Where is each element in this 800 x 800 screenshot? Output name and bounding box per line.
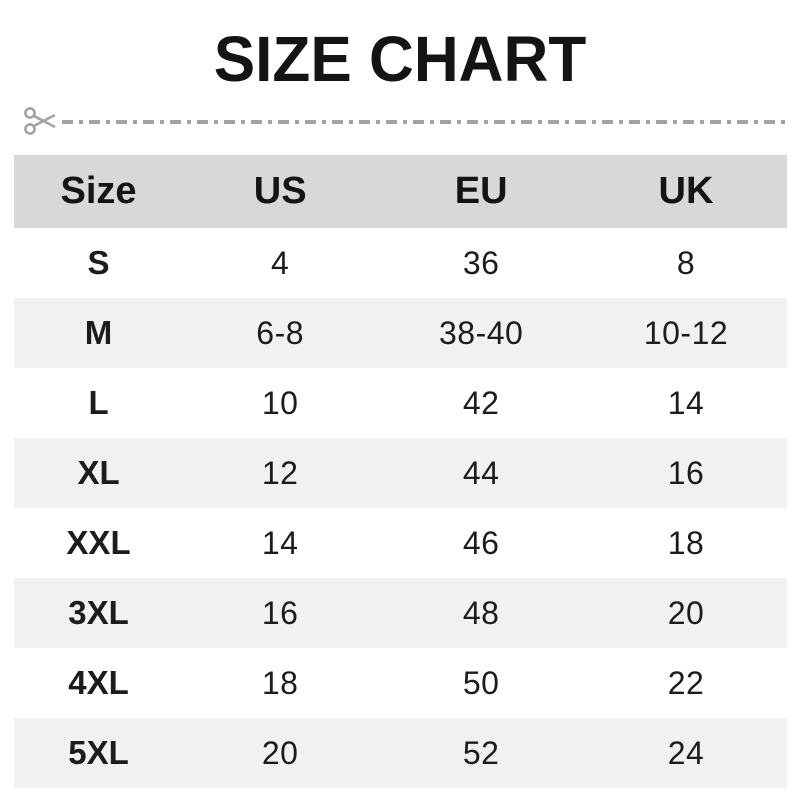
us-value: 14 [261, 524, 299, 561]
uk-value: 10-12 [643, 314, 729, 351]
size-label: 4XL [68, 664, 129, 701]
column-header-size: Size [13, 155, 184, 228]
us-value: 18 [261, 664, 299, 701]
column-header-uk: UK [585, 155, 787, 228]
size-label: XL [77, 454, 120, 491]
uk-value: 24 [667, 734, 705, 771]
size-label: S [87, 244, 110, 281]
table-row-xl: XL 12 44 16 [13, 438, 787, 508]
us-value: 12 [261, 454, 299, 491]
column-header-us: US [183, 155, 377, 228]
table-row-s: S 4 36 8 [14, 228, 787, 298]
eu-value: 36 [462, 244, 500, 281]
uk-value: 18 [667, 524, 705, 561]
us-value: 16 [261, 594, 299, 631]
size-label: M [84, 314, 113, 351]
size-label: 5XL [68, 734, 129, 771]
table-row-m: M 6-8 38-40 10-12 [13, 298, 787, 368]
table-row-4xl: 4XL 18 50 22 [14, 648, 787, 718]
uk-value: 20 [667, 594, 705, 631]
eu-value: 50 [462, 664, 500, 701]
eu-value: 44 [462, 454, 500, 491]
uk-value: 14 [667, 384, 705, 421]
size-label: 3XL [68, 594, 129, 631]
uk-value: 16 [667, 454, 705, 491]
table-row-5xl: 5XL 20 52 24 [13, 718, 787, 788]
eu-value: 52 [462, 734, 500, 771]
uk-value: 22 [667, 664, 705, 701]
eu-value: 46 [462, 524, 500, 561]
us-value: 10 [261, 384, 299, 421]
size-chart-page: SIZE CHART Size US EU UK S [0, 26, 800, 800]
table-row-3xl: 3XL 16 48 20 [13, 578, 787, 648]
size-chart-table: Size US EU UK S 4 36 8 M 6-8 38-40 10-12… [13, 155, 787, 788]
column-header-eu: EU [376, 155, 586, 228]
scissors-icon [22, 102, 60, 140]
eu-value: 48 [462, 594, 500, 631]
table-row-xxl: XXL 14 46 18 [14, 508, 787, 578]
table-header-row: Size US EU UK [13, 155, 787, 228]
cut-line [22, 102, 788, 140]
eu-value: 38-40 [438, 314, 524, 351]
table-row-l: L 10 42 14 [14, 368, 787, 438]
us-value: 6-8 [256, 314, 305, 351]
size-label: L [88, 384, 109, 421]
us-value: 20 [261, 734, 299, 771]
eu-value: 42 [462, 384, 500, 421]
dashed-cut-line [62, 120, 788, 124]
us-value: 4 [271, 244, 290, 281]
page-title: SIZE CHART [213, 23, 587, 95]
uk-value: 8 [676, 244, 696, 281]
size-label: XXL [66, 524, 131, 561]
